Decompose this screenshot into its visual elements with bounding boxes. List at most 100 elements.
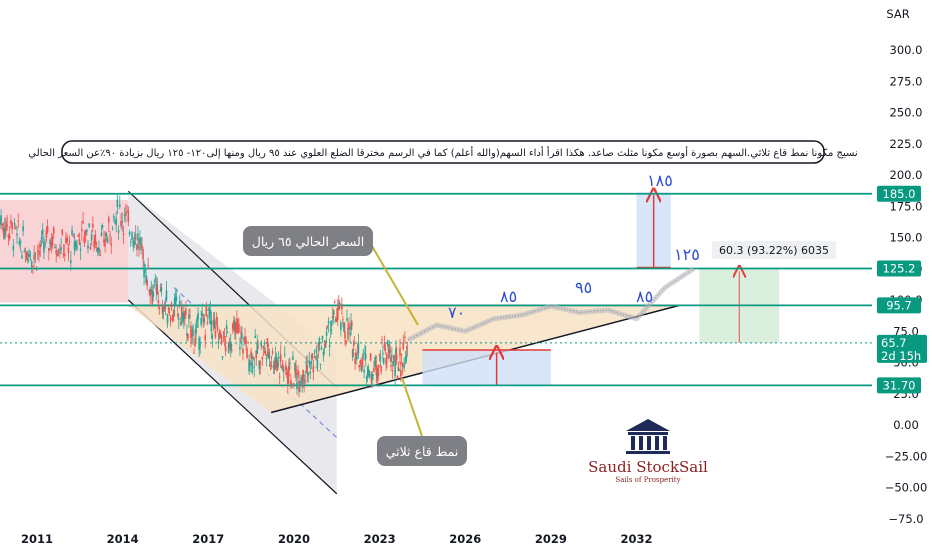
candle-body bbox=[377, 367, 379, 381]
candle-body bbox=[22, 226, 24, 232]
candle-body bbox=[237, 326, 239, 334]
candle-body bbox=[322, 352, 325, 356]
candle-body bbox=[96, 247, 99, 252]
candle-body bbox=[319, 364, 322, 366]
candle-body bbox=[387, 347, 390, 353]
candle-body bbox=[296, 382, 298, 390]
candle-body bbox=[253, 366, 255, 368]
candle-body bbox=[156, 285, 159, 295]
candle-body bbox=[325, 331, 328, 336]
price-candles bbox=[0, 193, 409, 398]
measurement-label: 60.3 (93.22%) 6035 bbox=[712, 241, 836, 259]
candle-body bbox=[356, 346, 359, 348]
candle-body bbox=[159, 290, 162, 292]
candle-body bbox=[236, 318, 238, 329]
x-tick-label: 2011 bbox=[21, 532, 53, 546]
candle-body bbox=[272, 365, 275, 368]
candle-body bbox=[342, 319, 344, 321]
candle-body bbox=[46, 226, 49, 233]
candle-body bbox=[19, 241, 22, 243]
y-tick-label: 225.0 bbox=[890, 137, 923, 151]
candle-body bbox=[405, 355, 408, 359]
candle-body bbox=[177, 318, 180, 320]
candle-body bbox=[302, 369, 304, 381]
candle-body bbox=[386, 340, 389, 346]
candle-body bbox=[179, 321, 182, 325]
candle-body bbox=[207, 309, 210, 311]
candle-body bbox=[283, 353, 286, 355]
candle-body bbox=[30, 261, 33, 270]
candle-body bbox=[382, 352, 384, 355]
price-axis[interactable]: 300.0275.0250.0225.0200.0175.0150.0125.0… bbox=[885, 43, 928, 526]
y-tick-label: 275.0 bbox=[890, 74, 923, 88]
candle-body bbox=[381, 339, 383, 341]
candle-body bbox=[395, 355, 398, 360]
candle-body bbox=[186, 333, 188, 336]
candle-body bbox=[2, 227, 5, 235]
candle-body bbox=[62, 253, 65, 256]
candle-body bbox=[287, 374, 289, 385]
candle-body bbox=[289, 362, 291, 365]
candle-body bbox=[402, 342, 405, 349]
level-badge-text-0: 185.0 bbox=[883, 187, 916, 201]
candle-body bbox=[190, 325, 192, 338]
candle-body bbox=[54, 246, 56, 249]
candle-body bbox=[352, 348, 355, 350]
candle-body bbox=[397, 366, 400, 371]
candle-body bbox=[73, 241, 76, 250]
candle-body bbox=[360, 365, 363, 372]
candle-body bbox=[266, 338, 269, 348]
candle-body bbox=[396, 375, 399, 380]
candle-body bbox=[110, 243, 113, 246]
candle-body bbox=[382, 357, 385, 364]
candle-body bbox=[139, 237, 141, 244]
candle-body bbox=[65, 237, 67, 244]
candle-body bbox=[105, 232, 108, 237]
candle-body bbox=[311, 353, 314, 359]
wave-label-4: ٨٥ bbox=[636, 287, 653, 306]
x-tick-label: 2014 bbox=[107, 532, 139, 546]
candle-body bbox=[48, 248, 50, 251]
candle-body bbox=[92, 223, 94, 228]
time-axis[interactable]: 2011 2014 2017 2020 2023 2026 2029 2032 bbox=[21, 532, 653, 546]
candle-body bbox=[240, 332, 242, 334]
currency-label[interactable]: SAR bbox=[886, 7, 909, 21]
candle-body bbox=[306, 364, 309, 374]
logo: Saudi StockSail Sails of Prosperity bbox=[588, 419, 708, 484]
candle-body bbox=[214, 330, 217, 338]
candle-body bbox=[372, 374, 374, 376]
candle-body bbox=[155, 282, 158, 291]
candle-body bbox=[328, 344, 331, 348]
candle-body bbox=[21, 255, 23, 259]
candle-body bbox=[59, 251, 61, 254]
candle-body bbox=[133, 241, 136, 245]
candle-body bbox=[370, 373, 373, 382]
candle-body bbox=[84, 231, 87, 236]
candle-body bbox=[175, 297, 178, 299]
candle-body bbox=[205, 306, 208, 316]
candle-body bbox=[79, 248, 82, 251]
candle-body bbox=[23, 250, 26, 253]
candle-body bbox=[216, 325, 219, 331]
candle-body bbox=[336, 307, 339, 320]
candle-body bbox=[6, 224, 9, 227]
candle-body bbox=[71, 229, 73, 235]
x-tick-label: 2023 bbox=[364, 532, 396, 546]
candle-body bbox=[217, 341, 220, 344]
candle-body bbox=[143, 268, 145, 278]
x-tick-label: 2032 bbox=[621, 532, 653, 546]
candle-body bbox=[364, 352, 366, 354]
candle-body bbox=[252, 357, 254, 359]
candle-body bbox=[144, 264, 146, 267]
projection-line bbox=[407, 268, 694, 341]
candle-body bbox=[68, 241, 71, 243]
candle-body bbox=[326, 325, 329, 327]
candle-body bbox=[93, 240, 95, 248]
candle-body bbox=[291, 384, 293, 387]
candle-body bbox=[172, 310, 175, 317]
candle-body bbox=[264, 351, 267, 355]
candle-body bbox=[250, 351, 252, 359]
candle-body bbox=[357, 342, 360, 354]
candle-body bbox=[116, 199, 119, 208]
